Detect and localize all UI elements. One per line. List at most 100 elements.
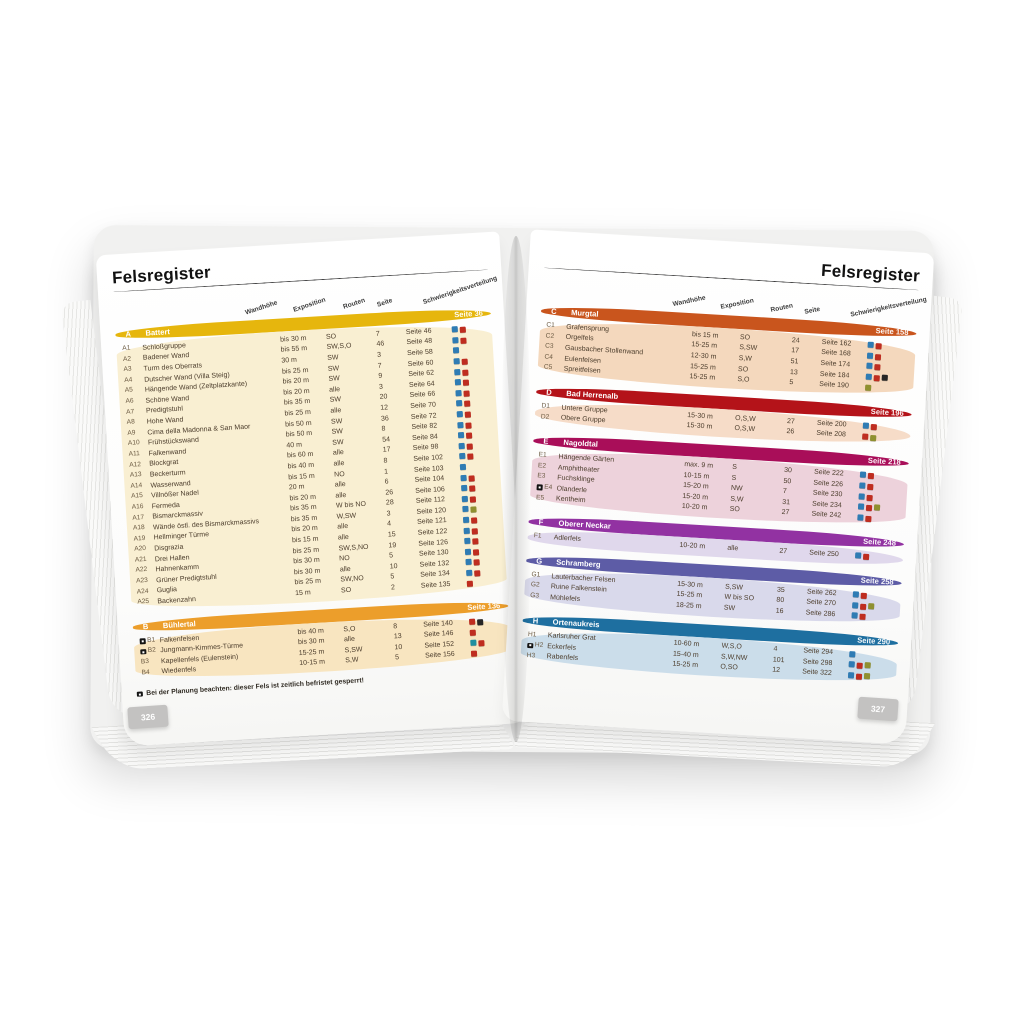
route-count: 8 xyxy=(381,425,386,433)
route-count: 80 xyxy=(776,596,785,605)
rock-code: G2 xyxy=(530,581,551,590)
rock-code-text: B3 xyxy=(140,658,150,666)
rock-section-E: E Nagoldtal Seite 218 E1 Hängende Gärten max.… xyxy=(529,434,910,530)
difficulty-square-blue xyxy=(459,453,466,460)
difficulty-square-blue xyxy=(865,373,872,381)
rock-register-table-left: A Battert Seite 36 A1 Schloßgruppe bis 30 m SO… xyxy=(115,306,512,683)
rock-code: A3 xyxy=(123,366,143,374)
difficulty-square-blue xyxy=(461,485,468,492)
rock-code-text: A1 xyxy=(122,344,131,352)
rock-code-text: A11 xyxy=(128,450,141,458)
difficulty-square-blue xyxy=(862,422,870,430)
difficulty-square-black xyxy=(881,374,888,381)
difficulty-distribution xyxy=(462,504,498,514)
rock-code-text: A13 xyxy=(129,471,142,479)
difficulty-square-red xyxy=(468,618,476,626)
rock-code-text: A20 xyxy=(134,545,147,553)
difficulty-square-red xyxy=(470,517,478,524)
difficulty-square-olive xyxy=(868,602,875,610)
rock-code: D1 xyxy=(541,402,561,411)
difficulty-distribution xyxy=(468,617,505,626)
rock-code: F1 xyxy=(534,532,554,541)
section-letter: G xyxy=(536,556,543,566)
rock-code-text: A2 xyxy=(122,355,132,363)
difficulty-square-blue xyxy=(857,503,865,510)
wall-height: 15-25 m xyxy=(672,661,699,670)
rock-code-text: C5 xyxy=(543,363,553,372)
route-count: 13 xyxy=(393,633,402,641)
rock-code-text: G2 xyxy=(530,581,540,589)
difficulty-square-blue xyxy=(464,537,471,545)
rock-code: A7 xyxy=(126,408,146,416)
difficulty-square-olive xyxy=(873,504,881,511)
route-count: 13 xyxy=(789,368,798,377)
restricted-square-icon xyxy=(139,638,146,645)
route-count: 7 xyxy=(377,362,382,370)
route-count: 3 xyxy=(386,510,391,518)
difficulty-distribution xyxy=(461,494,498,503)
rock-code: A6 xyxy=(125,397,145,406)
route-count: 10 xyxy=(389,562,398,571)
rock-code-text: A5 xyxy=(124,386,134,395)
difficulty-distribution xyxy=(454,367,490,376)
section-page-ref: Seite 218 xyxy=(867,456,902,467)
rock-section-B: B Bühlertal Seite 136 B1 Falkenfelsen bis 40 … xyxy=(132,598,512,683)
rock-code: B1 xyxy=(139,636,160,645)
exposition: S,W xyxy=(345,656,359,665)
difficulty-distribution xyxy=(857,503,902,513)
route-count: 9 xyxy=(378,372,383,381)
difficulty-square-red xyxy=(860,592,867,600)
difficulty-square-blue xyxy=(852,591,860,598)
difficulty-square-red xyxy=(466,443,473,450)
difficulty-square-olive xyxy=(870,434,877,442)
difficulty-distribution xyxy=(470,638,506,647)
difficulty-square-red xyxy=(865,505,873,512)
difficulty-square-red xyxy=(464,411,472,418)
section-page-ref: Seite 258 xyxy=(860,575,894,587)
rock-code-text: A7 xyxy=(125,407,135,416)
rock-code-text: A10 xyxy=(127,439,140,448)
route-count: 12 xyxy=(772,667,781,675)
section-letter: E xyxy=(543,436,549,447)
difficulty-square-olive xyxy=(864,384,872,391)
route-count: 19 xyxy=(388,541,397,550)
rock-code: D2 xyxy=(541,413,561,422)
route-count: 4 xyxy=(387,520,392,529)
difficulty-distribution xyxy=(848,661,893,670)
route-count: 17 xyxy=(382,446,391,455)
rock-code: A5 xyxy=(125,387,145,395)
difficulty-distribution xyxy=(464,536,500,545)
route-count: 26 xyxy=(385,488,394,497)
difficulty-square-blue xyxy=(866,363,873,370)
route-count: 12 xyxy=(380,404,389,412)
difficulty-distribution xyxy=(458,441,495,450)
difficulty-square-blue xyxy=(463,527,470,534)
route-count: 27 xyxy=(786,417,796,426)
rock-code: A9 xyxy=(127,429,147,437)
rock-code: A1 xyxy=(122,345,142,353)
rock-code-text: G1 xyxy=(531,570,541,579)
column-header: Routen xyxy=(769,302,794,314)
difficulty-square-blue xyxy=(457,432,465,439)
difficulty-distribution xyxy=(463,526,500,535)
difficulty-distribution xyxy=(852,601,896,611)
difficulty-square-red xyxy=(856,662,863,670)
rock-code: A2 xyxy=(123,355,143,363)
difficulty-square-blue xyxy=(462,516,470,524)
rock-code: E3 xyxy=(537,473,557,482)
difficulty-distribution xyxy=(464,547,501,556)
page-reference: Seite 250 xyxy=(809,549,839,559)
page-reference: Seite 242 xyxy=(811,510,842,520)
rock-code-text: A9 xyxy=(127,429,136,437)
wall-height: 15-25 m xyxy=(689,373,716,382)
route-count: 20 xyxy=(379,393,388,402)
difficulty-distribution xyxy=(453,356,490,365)
difficulty-distribution xyxy=(459,462,496,471)
difficulty-square-blue xyxy=(454,368,461,376)
rock-code: E5 xyxy=(536,494,556,503)
rock-code: A25 xyxy=(137,598,157,607)
difficulty-square-red xyxy=(862,554,870,561)
rock-code: C3 xyxy=(545,343,565,352)
rock-code-text: A22 xyxy=(135,566,148,575)
